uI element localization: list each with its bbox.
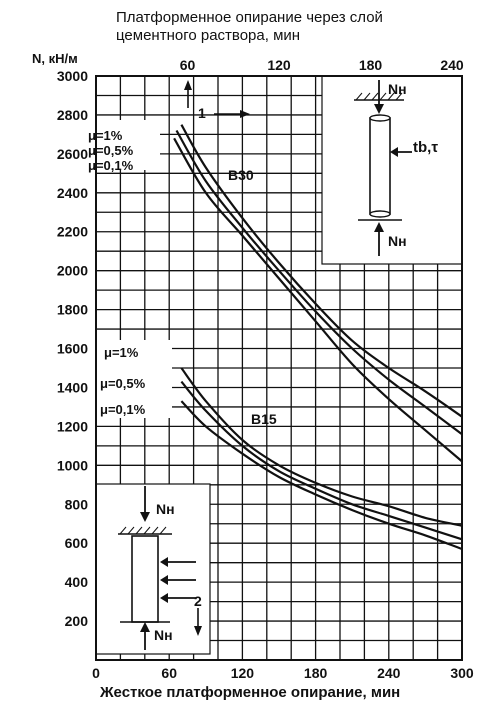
- b15-mu-label-2: μ=0,5%: [100, 376, 146, 391]
- inset2-load-arrow-bottom-head: [140, 622, 150, 632]
- y-tick-label: 800: [65, 496, 89, 512]
- b30-mu-label-1: μ=1%: [88, 128, 123, 143]
- top-x-tick-label: 120: [267, 57, 291, 73]
- x-tick-label: 0: [92, 665, 100, 681]
- top-axis-label-line2: цементного раствора, мин: [116, 27, 300, 44]
- fire-arrow-head: [390, 147, 398, 157]
- inset2-column-body: [131, 535, 159, 623]
- b30-mu-label-box: [86, 120, 160, 170]
- x-tick-label: 240: [377, 665, 401, 681]
- marker-1-right-arrow-head: [240, 110, 250, 118]
- load-arrow-top-head: [374, 104, 384, 114]
- top-x-tick-label: 180: [359, 57, 383, 73]
- inset2-load-top-label: Nн: [156, 501, 175, 517]
- inset2-load-arrow-top-head: [140, 512, 150, 522]
- series-line-b30-2: [175, 129, 463, 436]
- marker-2-arrow-head: [194, 626, 202, 636]
- y-tick-label: 2800: [57, 107, 88, 123]
- column-body: [369, 117, 391, 215]
- x-axis-label: Жесткое платформенное опирание, мин: [99, 684, 400, 701]
- x-tick-label: 60: [161, 665, 177, 681]
- plot-frame: [95, 75, 463, 661]
- y-tick-label: 2600: [57, 146, 88, 162]
- b15-mu-label-1: μ=1%: [104, 345, 139, 360]
- load-bottom-label: Nн: [388, 233, 407, 249]
- marker-2-label: 2: [194, 593, 202, 609]
- load-arrow-bottom-head: [374, 222, 384, 232]
- temperature-label: tb,τ: [413, 139, 438, 156]
- y-tick-label: 600: [65, 535, 89, 551]
- y-tick-label: 2200: [57, 224, 88, 240]
- y-tick-label: 3000: [57, 68, 88, 84]
- axis-ticks: 2004006008001000120014001600180020002200…: [57, 57, 474, 681]
- b30-mu-label-2: μ=0,5%: [88, 143, 134, 158]
- column-inset-top: Nн Nн tb,τ: [321, 75, 463, 265]
- marker-1-label: 1: [198, 105, 206, 121]
- column-bottom-ellipse: [369, 210, 391, 218]
- x-tick-label: 300: [450, 665, 474, 681]
- inset2-load-bottom-label: Nн: [154, 627, 173, 643]
- y-tick-label: 1200: [57, 418, 88, 434]
- y-tick-label: 2000: [57, 263, 88, 279]
- top-axis-label-line1: Платформенное опирание через слой: [116, 9, 383, 26]
- y-axis-label: N, кН/м: [32, 51, 78, 66]
- column-inset-bottom: Nн Nн 2: [95, 483, 211, 655]
- y-tick-label: 2400: [57, 185, 88, 201]
- load-top-label: Nн: [388, 81, 407, 97]
- x-tick-label: 180: [304, 665, 328, 681]
- series-lines: [173, 124, 463, 551]
- x-tick-label: 120: [231, 665, 255, 681]
- series-line-b30-3: [173, 137, 463, 463]
- b30-label: B30: [228, 167, 254, 183]
- column-top-ellipse: [369, 114, 391, 122]
- y-tick-label: 200: [65, 613, 89, 629]
- marker-1: 1: [184, 80, 250, 121]
- inset2-fire-arrow-heads: [160, 557, 168, 603]
- marker-1-up-arrow-head: [184, 80, 192, 90]
- y-tick-label: 1400: [57, 379, 88, 395]
- y-tick-label: 1800: [57, 302, 88, 318]
- b30-mu-label-3: μ=0,1%: [88, 158, 134, 173]
- y-tick-label: 1000: [57, 457, 88, 473]
- top-x-tick-label: 240: [440, 57, 464, 73]
- top-x-tick-label: 60: [180, 57, 196, 73]
- series-line-b15-1: [180, 367, 463, 527]
- support-top-hatch: [355, 92, 403, 101]
- b15-mu-label-3: μ=0,1%: [100, 402, 146, 417]
- series-line-b30-1: [180, 124, 463, 418]
- b15-label: B15: [251, 411, 277, 427]
- y-tick-label: 1600: [57, 341, 88, 357]
- inset2-support-hatch: [119, 526, 167, 535]
- series-line-b15-3: [180, 400, 463, 551]
- b15-mu-label-box: [96, 340, 172, 418]
- series-line-b15-2: [180, 380, 463, 541]
- y-tick-label: 400: [65, 574, 89, 590]
